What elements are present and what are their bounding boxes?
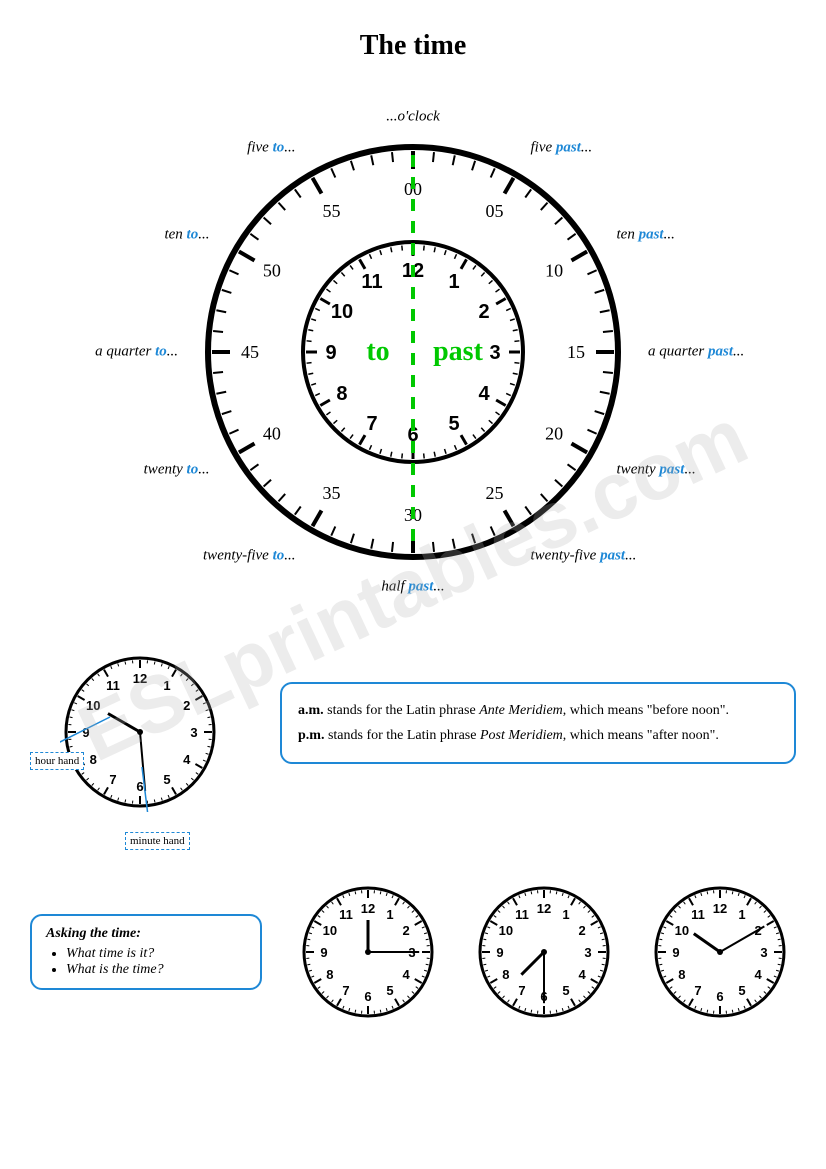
- svg-text:9: 9: [320, 945, 327, 960]
- am-line: a.m. stands for the Latin phrase Ante Me…: [298, 700, 778, 721]
- svg-text:12: 12: [713, 901, 727, 916]
- svg-text:11: 11: [361, 271, 382, 293]
- svg-text:11: 11: [515, 907, 529, 922]
- svg-text:10: 10: [499, 923, 513, 938]
- hour-hand-label: hour hand: [30, 752, 84, 770]
- svg-text:5: 5: [739, 983, 746, 998]
- clock-outer-label: twenty to...: [144, 461, 210, 478]
- svg-text:12: 12: [360, 901, 374, 916]
- asking-time-box: Asking the time: What time is it? What i…: [30, 914, 262, 990]
- svg-text:6: 6: [136, 779, 143, 794]
- svg-text:5: 5: [562, 983, 569, 998]
- svg-text:2: 2: [402, 923, 409, 938]
- am-pm-info-box: a.m. stands for the Latin phrase Ante Me…: [280, 682, 796, 764]
- svg-text:8: 8: [502, 967, 509, 982]
- svg-text:7: 7: [109, 772, 116, 787]
- svg-text:40: 40: [263, 424, 281, 444]
- svg-text:10: 10: [86, 698, 100, 713]
- clock-outer-label: twenty past...: [617, 461, 696, 478]
- svg-text:3: 3: [190, 725, 197, 740]
- asking-q2: What is the time?: [66, 962, 246, 978]
- svg-text:4: 4: [183, 752, 191, 767]
- svg-text:25: 25: [486, 483, 504, 503]
- svg-text:7: 7: [342, 983, 349, 998]
- svg-text:55: 55: [323, 201, 341, 221]
- svg-text:past: past: [433, 336, 483, 367]
- main-clock-diagram: 000510152025303540455055121234567891011t…: [133, 72, 693, 632]
- svg-text:12: 12: [537, 901, 551, 916]
- svg-text:1: 1: [562, 907, 569, 922]
- svg-text:7: 7: [518, 983, 525, 998]
- svg-text:9: 9: [673, 945, 680, 960]
- pm-line: p.m. stands for the Latin phrase Post Me…: [298, 725, 778, 746]
- clock-outer-label: a quarter to...: [95, 344, 178, 361]
- svg-text:1: 1: [163, 678, 170, 693]
- svg-text:10: 10: [675, 923, 689, 938]
- clock-outer-label: half past...: [381, 579, 444, 596]
- svg-text:8: 8: [326, 967, 333, 982]
- clock-outer-label: twenty-five past...: [531, 547, 637, 564]
- svg-text:3: 3: [761, 945, 768, 960]
- svg-text:3: 3: [489, 342, 500, 364]
- asking-header: Asking the time:: [46, 926, 246, 942]
- svg-text:11: 11: [339, 907, 353, 922]
- hands-clock-svg: 123456789101112: [60, 652, 220, 812]
- svg-text:to: to: [366, 336, 389, 367]
- svg-text:35: 35: [323, 483, 341, 503]
- svg-text:10: 10: [545, 261, 563, 281]
- svg-text:8: 8: [679, 967, 686, 982]
- svg-text:2: 2: [578, 923, 585, 938]
- clock-outer-label: ...o'clock: [386, 109, 440, 126]
- minute-hand-label: minute hand: [125, 832, 190, 850]
- svg-text:4: 4: [755, 967, 763, 982]
- small-clock-2: 123456789101112: [474, 882, 614, 1022]
- svg-text:12: 12: [133, 671, 147, 686]
- practice-clocks-row: 123456789101112 123456789101112 12345678…: [292, 882, 796, 1022]
- svg-text:2: 2: [183, 698, 190, 713]
- svg-text:50: 50: [263, 261, 281, 281]
- svg-text:4: 4: [402, 967, 410, 982]
- svg-text:7: 7: [366, 413, 377, 435]
- svg-text:8: 8: [90, 752, 97, 767]
- svg-text:45: 45: [241, 342, 259, 362]
- svg-text:1: 1: [739, 907, 746, 922]
- svg-text:4: 4: [478, 383, 490, 405]
- svg-text:1: 1: [448, 271, 459, 293]
- svg-text:7: 7: [695, 983, 702, 998]
- clock-outer-label: five past...: [531, 140, 593, 157]
- svg-text:05: 05: [486, 201, 504, 221]
- svg-text:9: 9: [325, 342, 336, 364]
- svg-text:5: 5: [386, 983, 393, 998]
- page-title: The time: [30, 30, 796, 62]
- svg-text:5: 5: [448, 413, 459, 435]
- svg-text:15: 15: [567, 342, 585, 362]
- svg-text:3: 3: [584, 945, 591, 960]
- svg-text:20: 20: [545, 424, 563, 444]
- clock-outer-label: ten to...: [164, 226, 209, 243]
- svg-text:6: 6: [717, 989, 724, 1004]
- clock-outer-label: a quarter past...: [648, 344, 744, 361]
- hands-clock-area: 123456789101112 hour hand minute hand: [30, 652, 250, 872]
- svg-text:9: 9: [496, 945, 503, 960]
- small-clock-3: 123456789101112: [650, 882, 790, 1022]
- svg-text:6: 6: [364, 989, 371, 1004]
- svg-text:10: 10: [331, 301, 353, 323]
- svg-text:11: 11: [106, 678, 120, 693]
- svg-text:2: 2: [478, 301, 489, 323]
- clock-outer-label: twenty-five to...: [203, 547, 295, 564]
- svg-text:10: 10: [322, 923, 336, 938]
- asking-q1: What time is it?: [66, 946, 246, 962]
- small-clock-1: 123456789101112: [298, 882, 438, 1022]
- svg-text:1: 1: [386, 907, 393, 922]
- svg-text:5: 5: [163, 772, 170, 787]
- svg-text:11: 11: [691, 907, 705, 922]
- clock-outer-label: five to...: [247, 140, 295, 157]
- clock-outer-label: ten past...: [617, 226, 675, 243]
- svg-text:4: 4: [578, 967, 586, 982]
- svg-text:8: 8: [336, 383, 347, 405]
